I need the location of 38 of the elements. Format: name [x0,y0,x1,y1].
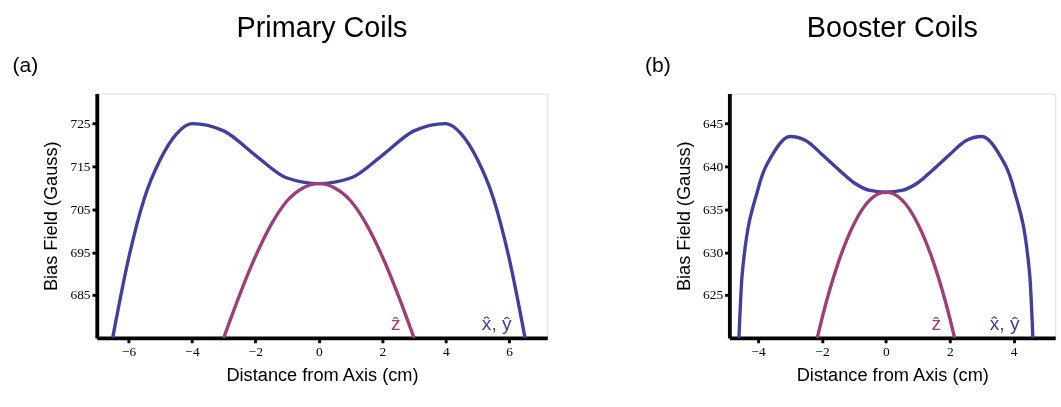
x-axis-title: Distance from Axis (cm) [226,364,419,385]
text: (a) [12,52,39,76]
x-tick-label: 4 [1010,343,1018,359]
series-label: ẑ [931,313,942,335]
y-axis-title: Bias Field (Gauss) [41,141,62,292]
line-series [737,134,1035,338]
x-tick-label: 0 [315,343,323,359]
y-tick-label: 635 [703,201,724,217]
x-tick-label: 2 [946,343,954,359]
y-tick-label: 645 [703,115,724,131]
x-tick-label: −2 [248,343,264,359]
chart-title: Booster Coils [806,11,978,44]
line-series [222,181,416,338]
x-tick-label: −6 [121,343,137,359]
series-label: x̂, ŷ [989,313,1020,335]
x-tick-label: −4 [751,343,767,359]
y-tick-label: 640 [703,158,724,174]
x-tick-label: 2 [379,343,387,359]
x-tick-label: −2 [815,343,830,359]
series-label: ẑ [391,313,401,335]
y-tick-label: 705 [70,201,91,217]
y-tick-label: 630 [703,244,724,260]
y-axis-title: Bias Field (Gauss) [673,141,694,292]
x-tick-label: 0 [883,343,891,359]
chart-title: Primary Coils [236,11,408,44]
y-tick-label: 625 [703,287,724,303]
line-series [110,121,527,338]
line-series [815,190,957,338]
text: (b) [645,52,671,76]
x-tick-label: 4 [442,343,450,359]
x-axis-title: Distance from Axis (cm) [796,364,989,385]
y-tick-label: 725 [70,115,91,131]
x-tick-label: 6 [506,343,514,359]
series-label: x̂, ŷ [481,313,513,335]
x-tick-label: −4 [185,343,200,359]
y-tick-label: 695 [70,244,91,260]
y-tick-label: 685 [70,287,91,303]
y-tick-label: 715 [70,158,91,174]
